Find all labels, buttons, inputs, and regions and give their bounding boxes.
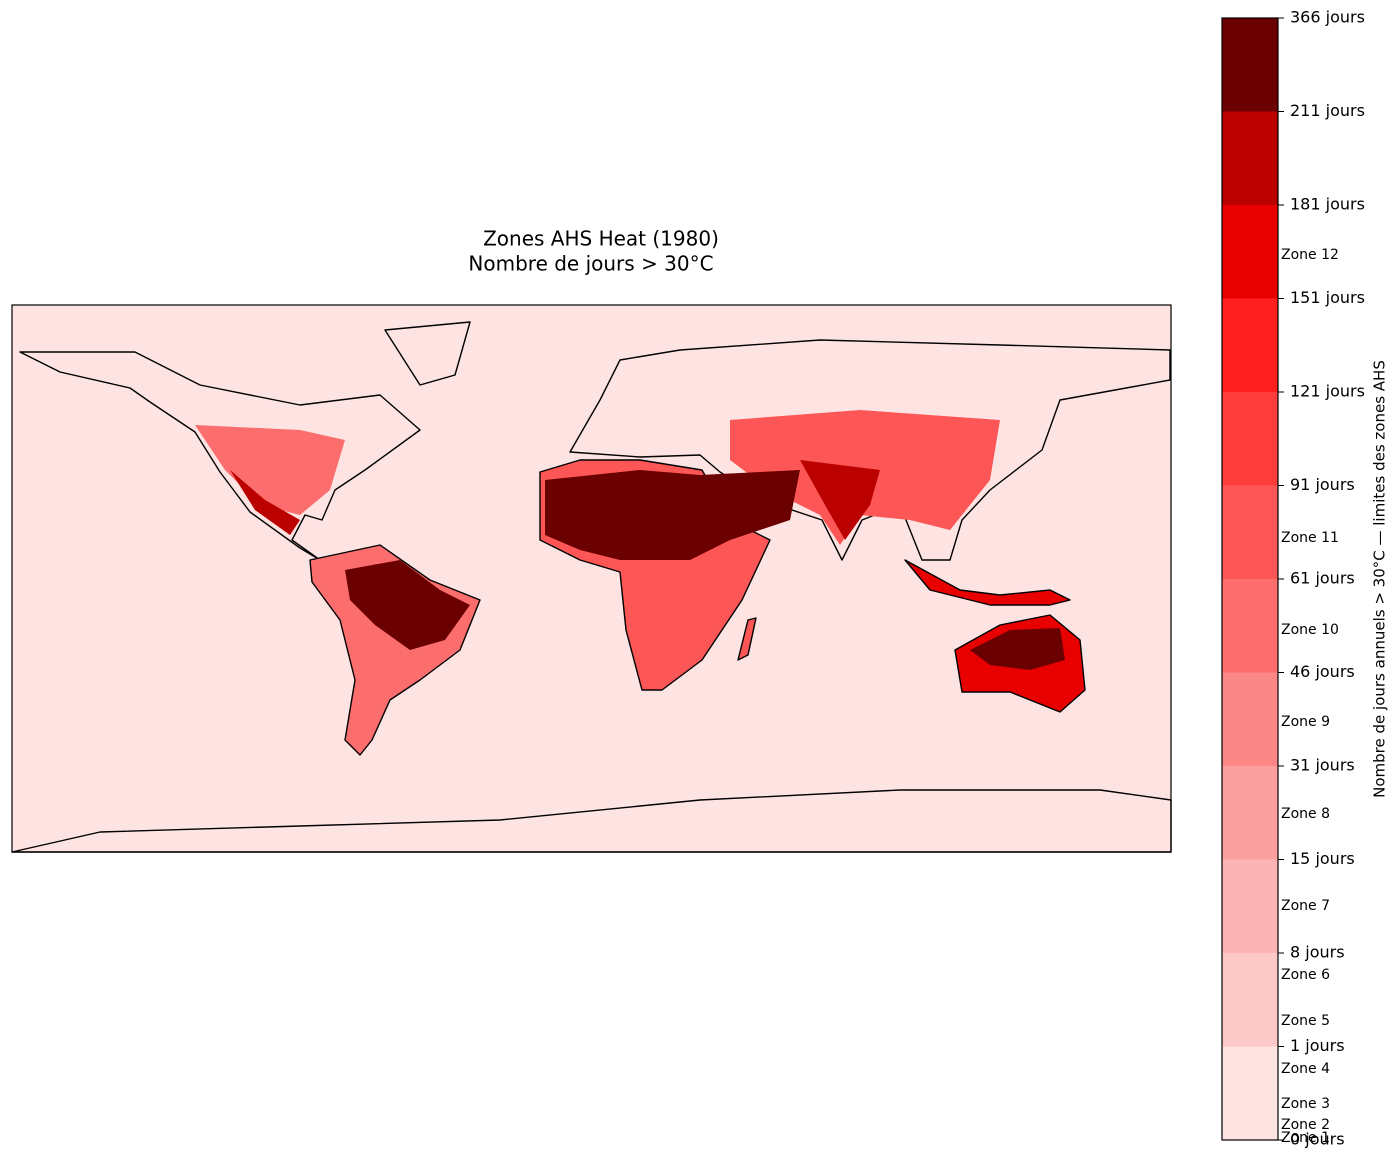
zone-label: Zone 7 (1281, 898, 1330, 914)
colorbar-segment (1222, 485, 1278, 579)
colorbar-segment (1222, 953, 1278, 1047)
colorbar-segment (1222, 1046, 1278, 1140)
colorbar-segment (1222, 298, 1278, 392)
zone-label: Zone 1 (1281, 1130, 1330, 1146)
zone-label: Zone 12 (1281, 247, 1339, 263)
colorbar-tick-label: 181 jours (1290, 195, 1365, 214)
colorbar-tick-label: 61 jours (1290, 569, 1355, 588)
colorbar-segment (1222, 205, 1278, 299)
heat-north-america (195, 425, 345, 515)
land-greenland (384, 321, 471, 386)
colorbar-tick-label: 0 jours (1290, 1130, 1345, 1149)
zone-label: Zone 5 (1281, 1013, 1330, 1029)
zone-label: Zone 4 (1281, 1061, 1330, 1077)
heat-sahara (545, 470, 800, 560)
colorbar-segment (1222, 392, 1278, 486)
colorbar-tick-label: 366 jours (1290, 8, 1365, 27)
colorbar-tick-label: 15 jours (1290, 849, 1355, 868)
colorbar-tick-label: 121 jours (1290, 382, 1365, 401)
zone-label: Zone 8 (1281, 806, 1330, 822)
land-indonesia (904, 559, 1071, 606)
colorbar-tick-label: 8 jours (1290, 943, 1345, 962)
zone-label: Zone 10 (1281, 622, 1339, 638)
map (11, 304, 1172, 853)
colorbar-tick-label: 151 jours (1290, 288, 1365, 307)
colorbar-segment (1222, 766, 1278, 860)
colorbar-segment (1222, 672, 1278, 766)
colorbar-segment (1222, 859, 1278, 953)
heat-amazon (345, 560, 470, 650)
heat-mexico (230, 470, 300, 535)
heat-australia (970, 628, 1065, 670)
colorbar-tick-label: 31 jours (1290, 756, 1355, 775)
chart-title: Zones AHS Heat (1980) (483, 227, 719, 251)
colorbar: 0 jours 1 jours 8 jours 15 jours 31 jours 46 … (1221, 8, 1365, 1149)
colorbar-segment (1222, 111, 1278, 205)
land-madagascar (737, 617, 757, 661)
colorbar-tick-label: 91 jours (1290, 475, 1355, 494)
zone-label: Zone 9 (1281, 714, 1330, 730)
colorbar-tick-label: 1 jours (1290, 1036, 1345, 1055)
colorbar-label: Nombre de jours annuels > 30°C — limites… (1371, 360, 1389, 798)
colorbar-tick-label: 211 jours (1290, 101, 1365, 120)
zone-label: Zone 6 (1281, 967, 1330, 983)
colorbar-segment (1222, 579, 1278, 673)
chart-subtitle: Nombre de jours > 30°C (468, 252, 713, 276)
heat-india (800, 460, 880, 540)
zone-label: Zone 3 (1281, 1096, 1330, 1112)
colorbar-segment (1222, 18, 1278, 112)
colorbar-tick-label: 46 jours (1290, 662, 1355, 681)
zone-label: Zone 11 (1281, 530, 1339, 546)
map-frame (11, 304, 1172, 853)
zone-label: Zone 2 (1281, 1117, 1330, 1133)
